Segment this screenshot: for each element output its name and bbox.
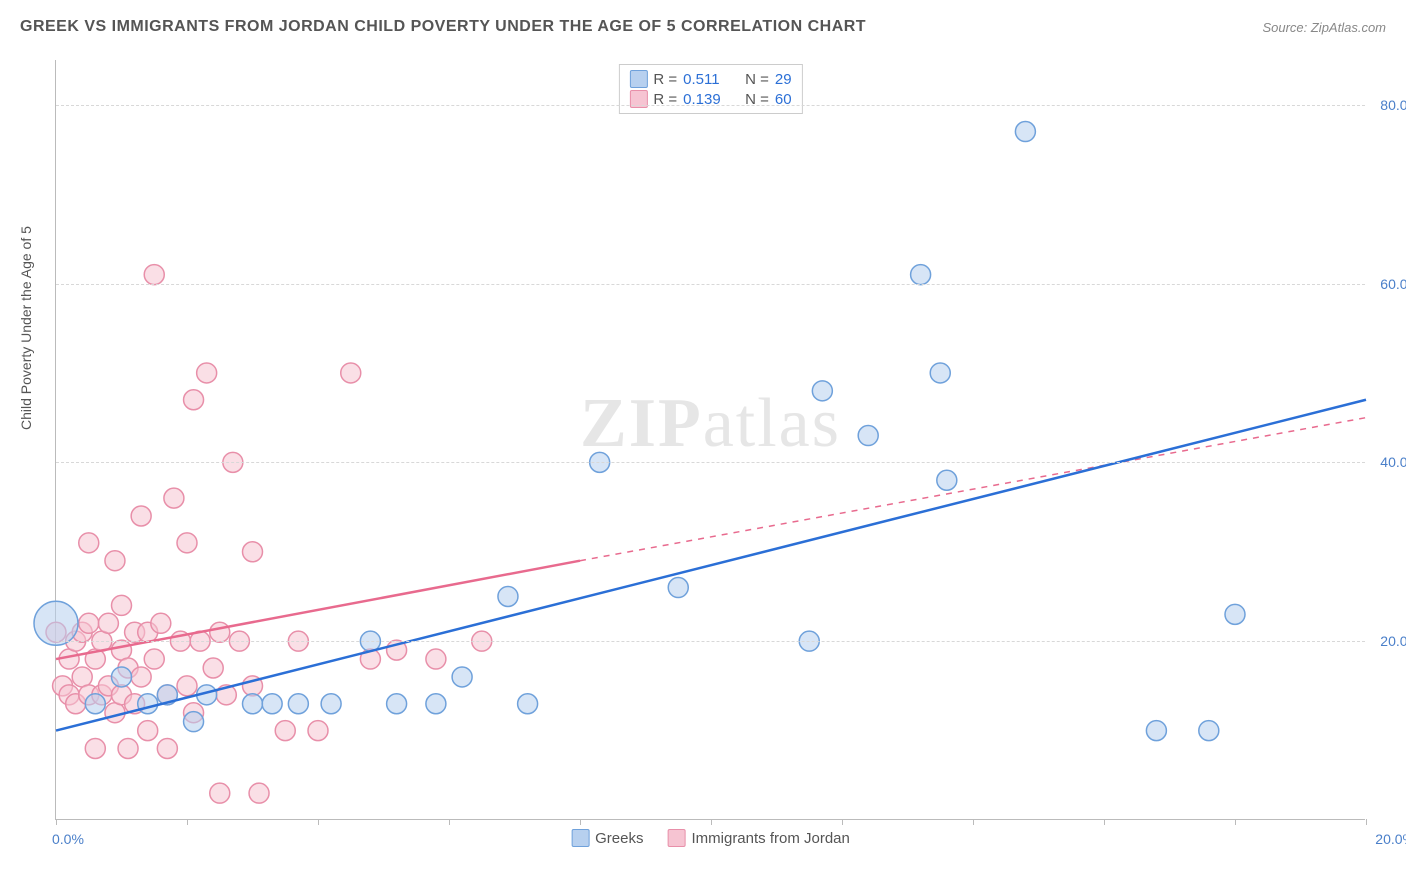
x-axis-tick — [1235, 819, 1236, 825]
legend-swatch-greeks — [571, 829, 589, 847]
scatter-point — [452, 667, 472, 687]
scatter-point — [98, 613, 118, 633]
scatter-point — [79, 613, 99, 633]
y-axis-tick-label: 20.0% — [1380, 633, 1406, 649]
n-label: N = — [745, 71, 769, 88]
scatter-point — [288, 694, 308, 714]
scatter-point — [321, 694, 341, 714]
x-axis-max-label: 20.0% — [1375, 831, 1406, 847]
trend-line — [56, 561, 580, 659]
y-axis-label: Child Poverty Under the Age of 5 — [18, 226, 34, 430]
x-axis-min-label: 0.0% — [52, 831, 84, 847]
scatter-point — [85, 694, 105, 714]
x-axis-tick — [187, 819, 188, 825]
scatter-point — [177, 676, 197, 696]
scatter-point — [308, 721, 328, 741]
correlation-legend-row: R = 0.511 N = 29 — [629, 69, 791, 89]
series-label-jordan: Immigrants from Jordan — [691, 830, 849, 847]
series-label-greeks: Greeks — [595, 830, 643, 847]
r-label: R = — [653, 71, 677, 88]
scatter-point — [210, 783, 230, 803]
scatter-point — [184, 390, 204, 410]
scatter-point — [131, 506, 151, 526]
scatter-point — [85, 738, 105, 758]
scatter-point — [118, 738, 138, 758]
scatter-point — [1225, 604, 1245, 624]
source-attribution: Source: ZipAtlas.com — [1262, 20, 1386, 35]
scatter-point — [243, 694, 263, 714]
scatter-point — [1146, 721, 1166, 741]
scatter-point — [138, 694, 158, 714]
x-axis-tick — [1104, 819, 1105, 825]
legend-swatch-greeks — [629, 70, 647, 88]
scatter-point — [858, 426, 878, 446]
scatter-point — [177, 533, 197, 553]
scatter-point — [1199, 721, 1219, 741]
correlation-legend-row: R = 0.139 N = 60 — [629, 89, 791, 109]
x-axis-tick — [973, 819, 974, 825]
scatter-point — [518, 694, 538, 714]
scatter-point — [34, 601, 78, 645]
series-legend-item: Greeks — [571, 829, 643, 847]
scatter-point — [157, 738, 177, 758]
scatter-point — [138, 721, 158, 741]
grid-line — [56, 462, 1365, 463]
scatter-point — [341, 363, 361, 383]
grid-line — [56, 641, 1365, 642]
scatter-point — [112, 640, 132, 660]
correlation-legend: R = 0.511 N = 29 R = 0.139 N = 60 — [618, 64, 802, 114]
x-axis-tick — [842, 819, 843, 825]
legend-swatch-jordan — [667, 829, 685, 847]
n-value-greeks: 29 — [775, 71, 792, 88]
scatter-point — [249, 783, 269, 803]
scatter-point — [426, 694, 446, 714]
scatter-point — [112, 667, 132, 687]
scatter-point — [144, 265, 164, 285]
plot-area: ZIPatlas R = 0.511 N = 29 R = 0.139 N = … — [55, 60, 1365, 820]
trend-line — [56, 400, 1366, 731]
scatter-point — [498, 586, 518, 606]
x-axis-tick — [1366, 819, 1367, 825]
scatter-point — [812, 381, 832, 401]
scatter-point — [131, 667, 151, 687]
x-axis-tick — [580, 819, 581, 825]
series-legend: Greeks Immigrants from Jordan — [571, 829, 850, 847]
grid-line — [56, 105, 1365, 106]
x-axis-tick — [711, 819, 712, 825]
x-axis-tick — [56, 819, 57, 825]
scatter-point — [144, 649, 164, 669]
series-legend-item: Immigrants from Jordan — [667, 829, 849, 847]
scatter-point — [203, 658, 223, 678]
scatter-point — [1015, 122, 1035, 142]
scatter-point — [72, 667, 92, 687]
scatter-point — [243, 542, 263, 562]
scatter-point — [79, 533, 99, 553]
x-axis-tick — [318, 819, 319, 825]
scatter-point — [164, 488, 184, 508]
scatter-point — [387, 694, 407, 714]
scatter-point — [105, 551, 125, 571]
y-axis-tick-label: 60.0% — [1380, 276, 1406, 292]
y-axis-tick-label: 40.0% — [1380, 454, 1406, 470]
scatter-point — [426, 649, 446, 669]
scatter-point — [151, 613, 171, 633]
title-bar: GREEK VS IMMIGRANTS FROM JORDAN CHILD PO… — [20, 18, 1386, 36]
grid-line — [56, 284, 1365, 285]
x-axis-tick — [449, 819, 450, 825]
scatter-point — [668, 578, 688, 598]
scatter-point — [210, 622, 230, 642]
scatter-point — [184, 712, 204, 732]
scatter-point — [930, 363, 950, 383]
scatter-point — [112, 595, 132, 615]
y-axis-tick-label: 80.0% — [1380, 97, 1406, 113]
chart-canvas — [56, 60, 1365, 819]
trend-line-extrapolated — [580, 418, 1366, 561]
scatter-point — [262, 694, 282, 714]
r-value-greeks: 0.511 — [683, 71, 731, 88]
scatter-point — [197, 363, 217, 383]
scatter-point — [937, 470, 957, 490]
chart-title: GREEK VS IMMIGRANTS FROM JORDAN CHILD PO… — [20, 18, 866, 36]
scatter-point — [275, 721, 295, 741]
scatter-point — [911, 265, 931, 285]
